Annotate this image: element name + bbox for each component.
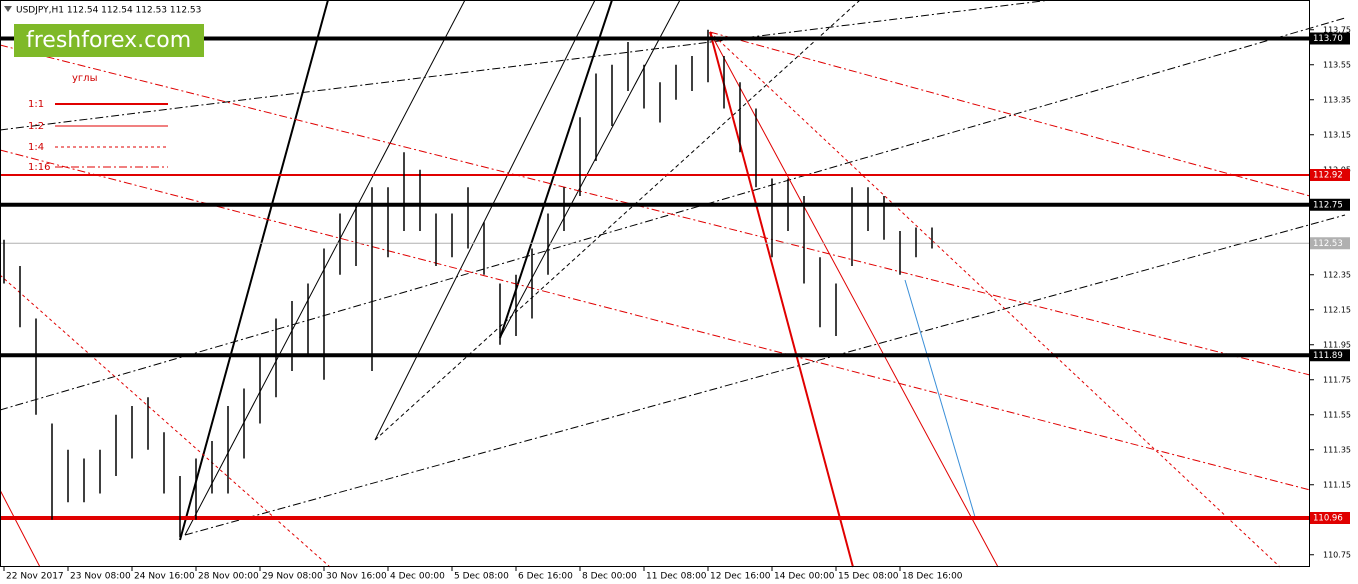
x-tick-label: 22 Nov 2017 xyxy=(6,572,64,582)
legend-label: 1:16 xyxy=(28,162,50,173)
x-tick-label: 30 Nov 16:00 xyxy=(326,572,387,582)
trend-lines xyxy=(0,0,1346,568)
legend-label: 1:4 xyxy=(28,142,44,153)
header: USDJPY,H1 112.54 112.54 112.53 112.53 xyxy=(4,6,201,16)
legend-label: 1:1 xyxy=(28,99,44,110)
level-label: 110.96 xyxy=(1313,514,1343,524)
legend-label: 1:2 xyxy=(28,121,44,132)
x-tick-label: 14 Dec 00:00 xyxy=(774,572,835,582)
legend: freshforex.com углы 1:1 1:2 1:4 1:16 xyxy=(14,24,204,173)
y-tick-label: 111.15 xyxy=(1323,480,1351,489)
x-tick-label: 23 Nov 08:00 xyxy=(70,572,131,582)
x-tick-label: 5 Dec 08:00 xyxy=(454,572,509,582)
logo-box xyxy=(14,24,204,57)
y-tick-label: 112.15 xyxy=(1323,305,1351,314)
y-tick-label: 111.75 xyxy=(1323,375,1351,384)
plot-frame xyxy=(0,0,1310,567)
chart-title: USDJPY,H1 112.54 112.54 112.53 112.53 xyxy=(16,6,201,16)
y-tick-label: 113.15 xyxy=(1323,130,1351,139)
legend-title: углы xyxy=(72,73,97,84)
level-label: 113.70 xyxy=(1313,34,1343,44)
level-label-box xyxy=(1310,198,1350,211)
y-tick-label: 111.55 xyxy=(1323,410,1351,419)
level-label-box xyxy=(1310,237,1350,250)
logo: freshforex.com xyxy=(26,28,191,53)
level-label: 112.75 xyxy=(1313,200,1343,210)
x-tick-label: 12 Dec 16:00 xyxy=(710,572,771,582)
price-bars xyxy=(3,29,933,538)
y-tick-label: 113.75 xyxy=(1323,25,1351,34)
x-tick-label: 11 Dec 08:00 xyxy=(646,572,707,582)
level-label: 112.92 xyxy=(1313,171,1343,181)
x-tick-label: 24 Nov 16:00 xyxy=(134,572,195,582)
y-tick-label: 111.35 xyxy=(1323,445,1351,454)
level-label-box xyxy=(1310,169,1350,181)
levels xyxy=(0,36,1310,520)
x-tick-label: 29 Nov 08:00 xyxy=(262,572,323,582)
x-tick-label: 18 Dec 16:00 xyxy=(902,572,963,582)
level-label-box xyxy=(1310,349,1350,362)
axes: 113.75113.55113.35113.15112.95112.35112.… xyxy=(3,25,1351,582)
y-tick-label: 110.75 xyxy=(1323,550,1351,559)
x-tick-label: 15 Dec 08:00 xyxy=(838,572,899,582)
level-label-box xyxy=(1310,32,1350,45)
x-tick-label: 8 Dec 00:00 xyxy=(582,572,637,582)
y-tick-label: 111.95 xyxy=(1323,340,1351,349)
menu-arrow[interactable] xyxy=(4,6,12,12)
y-tick-label: 113.55 xyxy=(1323,60,1351,69)
y-tick-label: 113.35 xyxy=(1323,95,1351,104)
level-label-box xyxy=(1310,512,1350,524)
x-tick-label: 4 Dec 00:00 xyxy=(390,572,445,582)
level-label: 112.53 xyxy=(1313,239,1343,249)
x-tick-label: 28 Nov 00:00 xyxy=(198,572,259,582)
level-label: 111.89 xyxy=(1313,351,1343,361)
x-tick-label: 6 Dec 16:00 xyxy=(518,572,573,582)
y-tick-label: 112.35 xyxy=(1323,270,1351,279)
